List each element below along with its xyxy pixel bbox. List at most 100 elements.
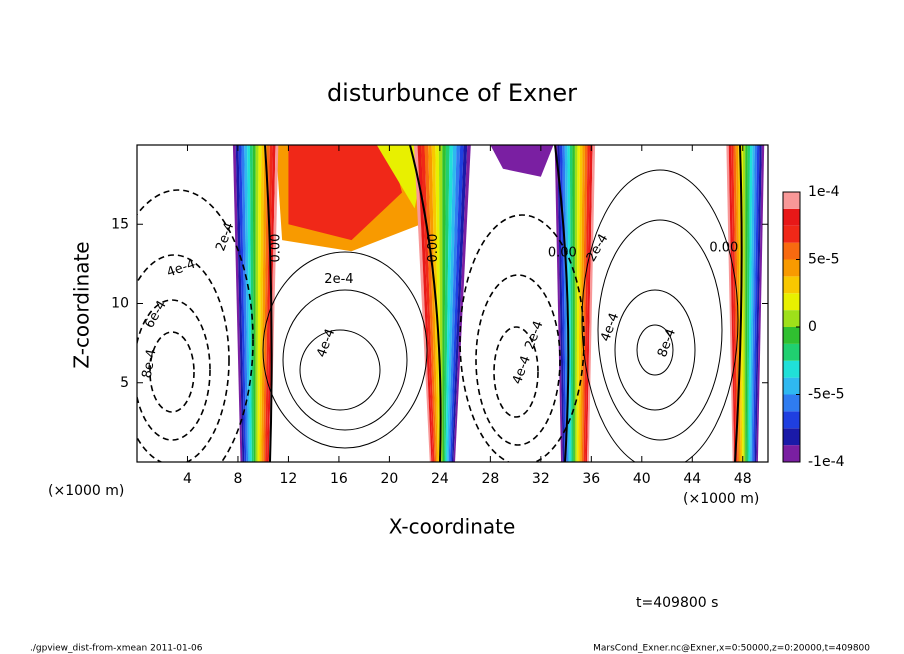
x-axis-label: X-coordinate xyxy=(389,515,516,539)
field-band xyxy=(261,145,267,462)
field-band xyxy=(447,145,457,462)
field-band xyxy=(417,145,433,462)
field-band xyxy=(726,145,735,462)
chart-title: disturbunce of Exner xyxy=(327,79,577,107)
colorbar-band xyxy=(783,445,800,462)
field-band xyxy=(733,145,739,462)
field-band xyxy=(232,145,243,462)
colorbar-tick-label: 0 xyxy=(808,319,817,335)
field-band xyxy=(428,145,438,462)
field-band xyxy=(581,145,588,462)
y-axis-label: Z-coordinate xyxy=(70,241,94,368)
field-band xyxy=(569,145,574,462)
colorbar-band xyxy=(783,428,800,446)
x-tick-label: 28 xyxy=(481,471,499,487)
field-band xyxy=(249,145,254,462)
field-band xyxy=(241,145,249,462)
x-tick-label: 12 xyxy=(280,471,298,487)
field-band xyxy=(557,145,565,462)
field-band xyxy=(442,145,446,462)
contour-label: 4e-4 xyxy=(165,257,198,281)
colorbar-band xyxy=(783,208,800,226)
field-band xyxy=(585,145,593,462)
field-band xyxy=(265,145,273,462)
x-tick-label: 8 xyxy=(233,471,242,487)
field-band xyxy=(414,145,432,462)
x-unit: (×1000 m) xyxy=(48,483,124,499)
colorbar-band xyxy=(783,310,800,327)
field-band xyxy=(244,145,250,462)
contour-label: 0.00 xyxy=(426,234,441,263)
field-band xyxy=(257,145,262,462)
field-band xyxy=(559,145,567,462)
colorbar-band xyxy=(783,327,800,344)
y-tick-label: 15 xyxy=(111,216,129,232)
footer-right: MarsCond_Exner.nc@Exner,x=0:50000,z=0:20… xyxy=(593,644,870,654)
field-band xyxy=(443,145,450,462)
field-band xyxy=(751,145,758,462)
x-tick-label: 32 xyxy=(532,471,550,487)
field-band xyxy=(448,145,461,462)
field-band xyxy=(731,145,738,462)
contour-label: 8e-4 xyxy=(655,327,679,360)
contour-label: 8e-4 xyxy=(140,348,160,379)
contour-label: 2e-4 xyxy=(213,221,237,254)
field-band xyxy=(490,145,554,177)
colorbar-band xyxy=(783,192,800,209)
field-band xyxy=(750,145,755,462)
field-band xyxy=(235,145,245,462)
contour-label: 2e-4 xyxy=(522,319,546,352)
field-band xyxy=(421,145,435,462)
footer-left: ./gpview_dist-from-xmean 2011-01-06 xyxy=(30,644,203,654)
contour-label: 4e-4 xyxy=(510,354,534,387)
field-band xyxy=(754,145,762,462)
field-band xyxy=(583,145,591,462)
field-band xyxy=(445,145,454,462)
field-band xyxy=(450,145,464,462)
colorbar-band xyxy=(783,377,800,395)
field-band xyxy=(576,145,580,462)
field-band xyxy=(745,145,748,462)
colorbar-band xyxy=(783,242,800,260)
colorbar-band xyxy=(783,276,800,294)
contour-label: 4e-4 xyxy=(314,327,338,360)
y-tick-label: 5 xyxy=(120,375,129,391)
field-band xyxy=(742,145,746,462)
field-band xyxy=(746,145,751,462)
x-tick-label: 24 xyxy=(431,471,449,487)
field-band xyxy=(438,145,443,462)
field-band xyxy=(451,145,468,462)
field-band xyxy=(554,145,563,462)
colorbar-tick-label: 5e-5 xyxy=(808,252,839,268)
colorbar-band xyxy=(783,225,800,243)
field-band xyxy=(238,145,247,462)
contour-label: 0.00 xyxy=(268,234,283,263)
x-tick-label: 44 xyxy=(683,471,701,487)
field-band xyxy=(578,145,583,462)
x-tick-label: 20 xyxy=(380,471,398,487)
colorbar-band xyxy=(783,293,800,311)
field-band xyxy=(748,145,753,462)
colorbar-tick-label: 1e-4 xyxy=(808,184,840,200)
time-label: t=409800 s xyxy=(636,595,718,611)
x-tick-label: 16 xyxy=(330,471,348,487)
x-tick-label: 4 xyxy=(183,471,192,487)
contour-label: 6e-4 xyxy=(142,298,170,331)
field-band xyxy=(288,145,403,241)
field-band xyxy=(753,145,760,462)
field-band xyxy=(259,145,265,462)
x-tick-label: 36 xyxy=(582,471,600,487)
contours xyxy=(137,145,743,462)
x-tick-label: 48 xyxy=(734,471,752,487)
y-tick-label: 10 xyxy=(111,296,129,312)
colorbar-tick-label: -1e-4 xyxy=(808,454,845,470)
colorbar-tick-label: -5e-5 xyxy=(808,387,845,403)
x-tick-label: 40 xyxy=(633,471,651,487)
field-band xyxy=(574,145,578,462)
colorbar-band xyxy=(783,411,800,429)
colorbar-band xyxy=(783,343,800,361)
field-band xyxy=(453,145,471,462)
contour-label: 2e-4 xyxy=(324,272,353,287)
field-band xyxy=(738,145,743,462)
